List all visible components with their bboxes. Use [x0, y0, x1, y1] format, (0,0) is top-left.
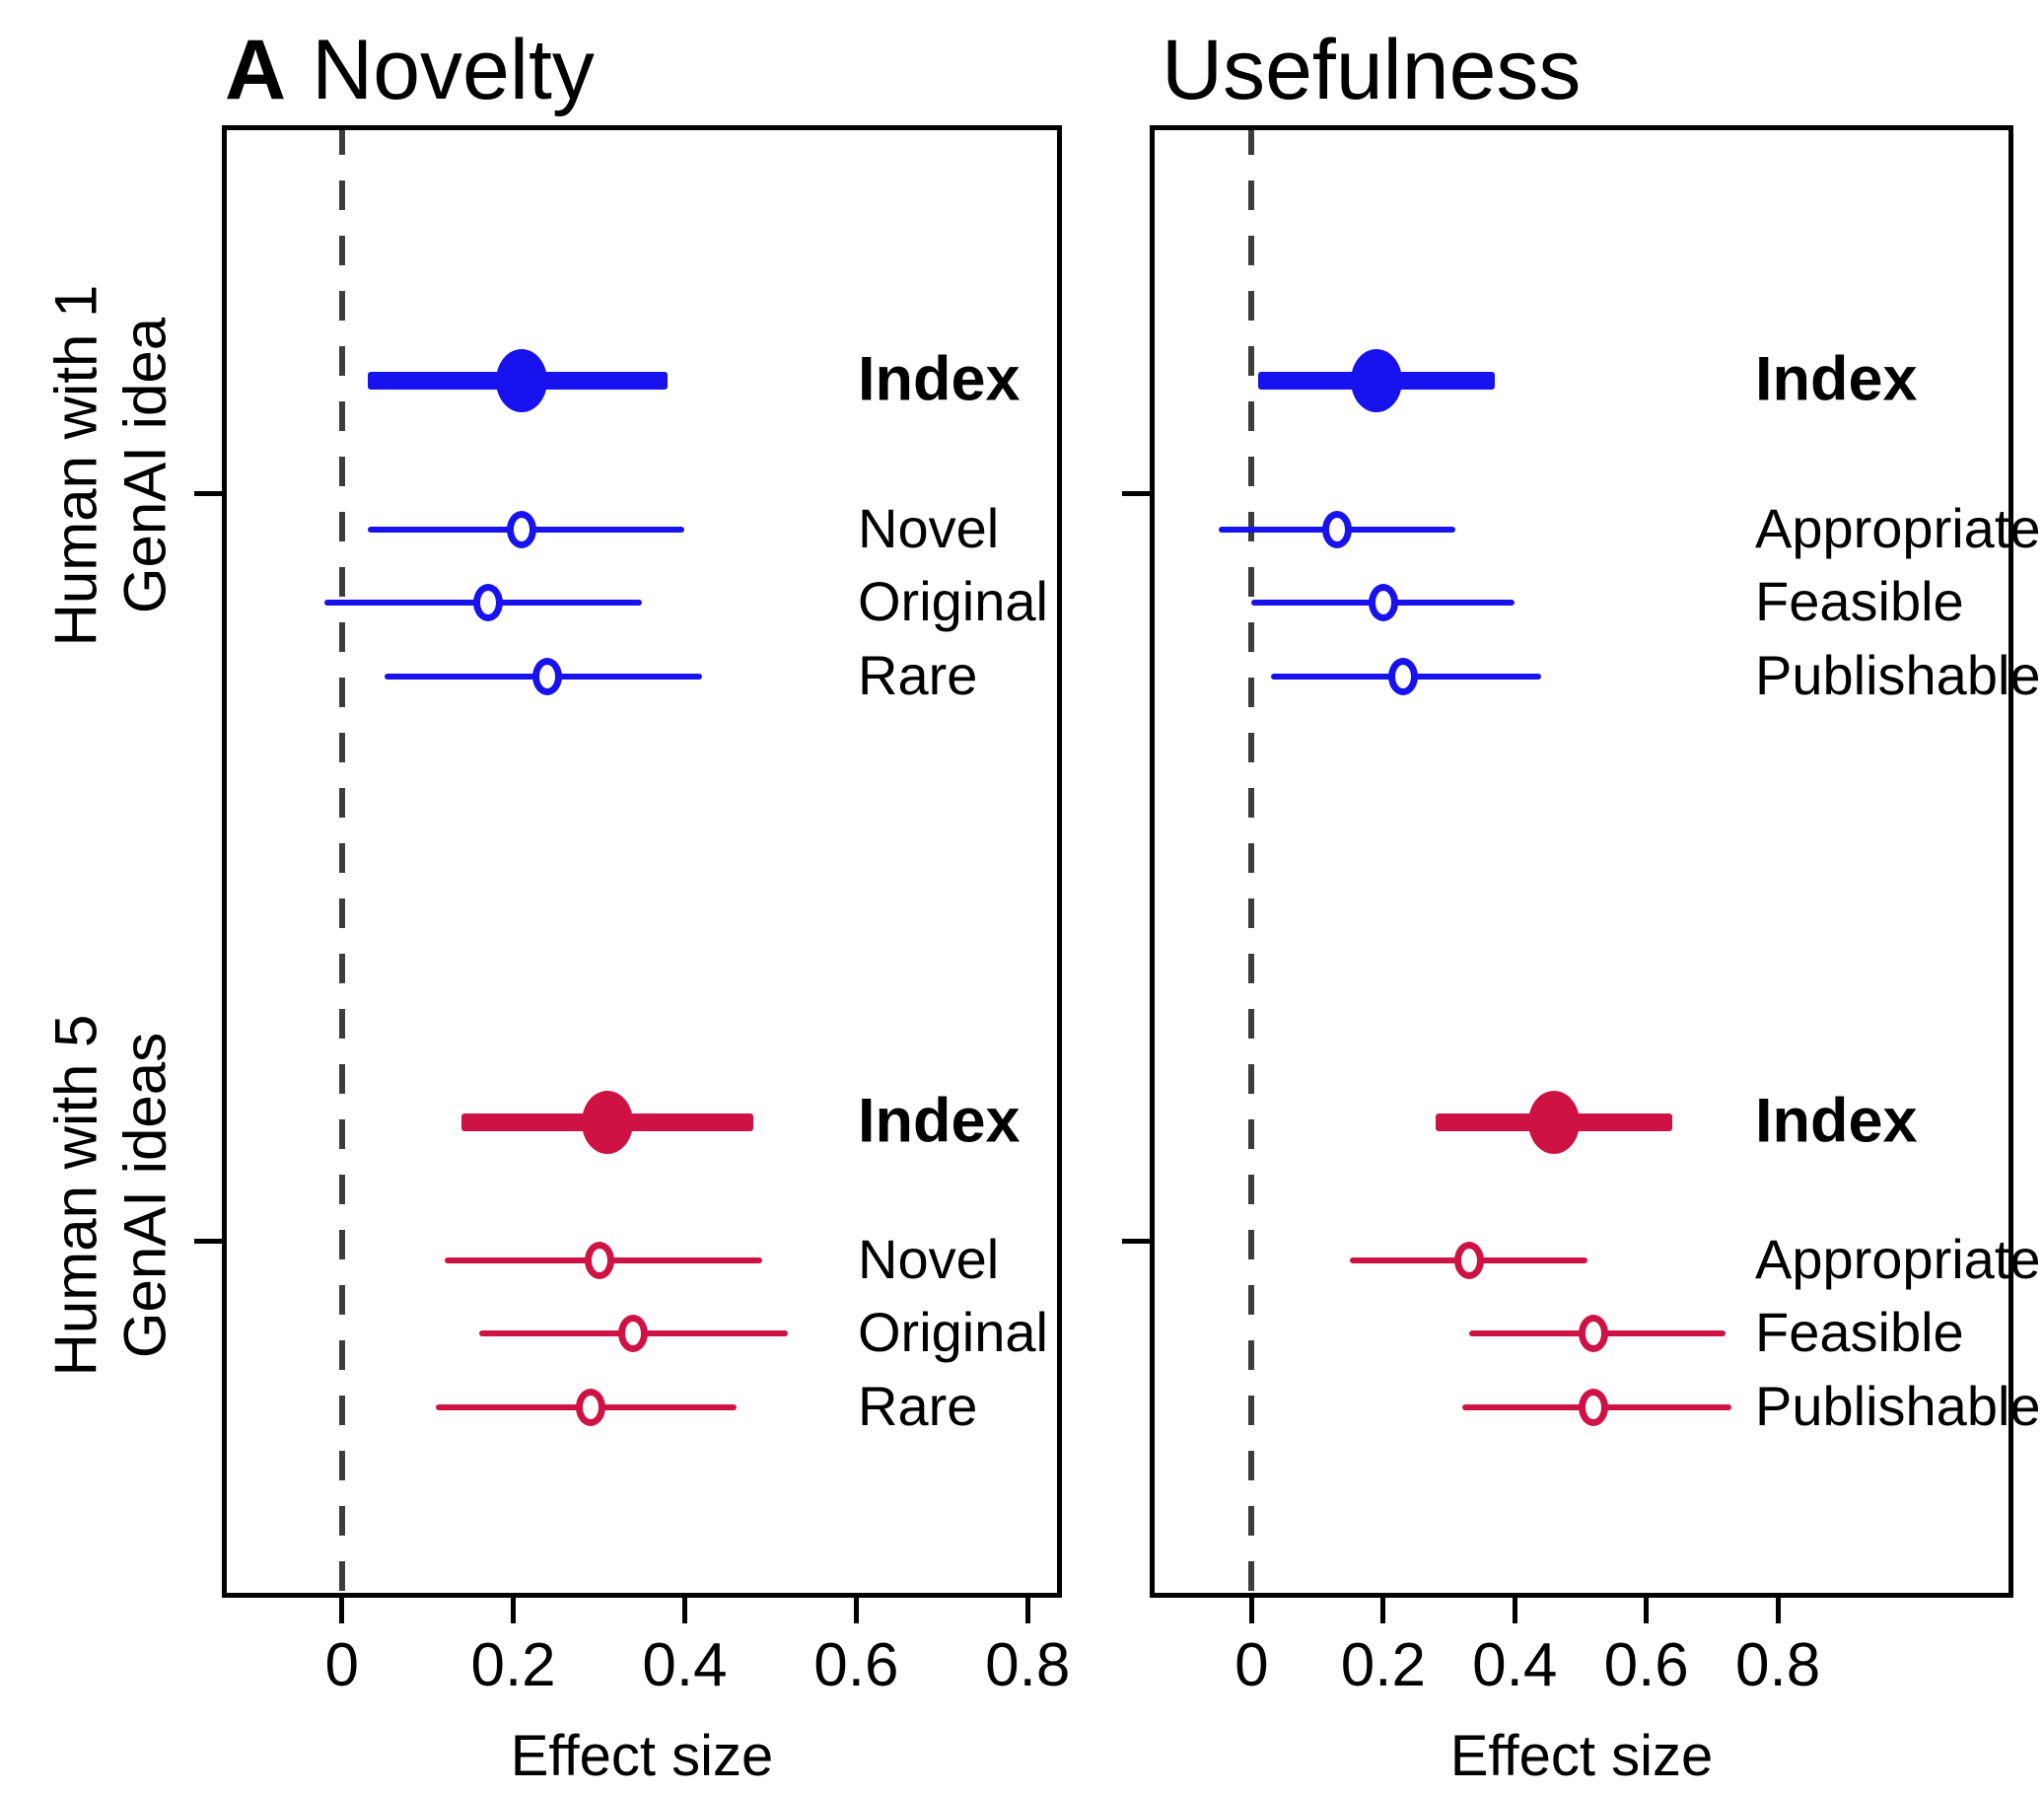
x-axis-tick	[1512, 1598, 1517, 1623]
row-label: Feasible	[1755, 570, 1964, 633]
group-axis-label-human-1: Human with 1 GenAI idea	[41, 285, 178, 647]
x-axis-tick-label: 0.8	[985, 1631, 1071, 1699]
row-label: Feasible	[1755, 1301, 1964, 1364]
estimate-marker	[618, 1315, 649, 1352]
x-axis-tick	[1380, 1598, 1386, 1623]
index-estimate-marker	[582, 1091, 634, 1155]
row-label: Publishable	[1755, 1375, 2041, 1438]
figure-label-a: A	[225, 23, 287, 117]
group-axis-label-line1: Human with 5	[42, 1014, 109, 1377]
x-axis-title: Effect size	[1449, 1724, 1714, 1788]
estimate-marker	[532, 657, 563, 695]
zero-reference-line	[1248, 125, 1255, 1598]
estimate-marker	[1387, 657, 1418, 695]
panel-title-novelty-text: Novelty	[312, 23, 595, 117]
x-axis-tick-label: 0	[1234, 1631, 1269, 1699]
estimate-marker	[1579, 1315, 1609, 1352]
row-label: Rare	[858, 1375, 978, 1438]
x-axis-tick-label: 0.4	[1472, 1631, 1558, 1699]
estimate-marker	[1368, 584, 1398, 622]
estimate-marker	[472, 584, 503, 622]
x-axis-tick	[1775, 1598, 1781, 1623]
x-axis-tick-label: 0.6	[813, 1631, 899, 1699]
x-axis-title: Effect size	[510, 1724, 774, 1788]
group-axis-label-human-5: Human with 5 GenAI ideas	[41, 1015, 178, 1377]
x-axis-tick	[1644, 1598, 1650, 1623]
x-axis-tick-label: 0.4	[642, 1631, 728, 1699]
row-label: Publishable	[1755, 644, 2041, 707]
x-axis-tick-label: 0.8	[1735, 1631, 1821, 1699]
group-axis-label-line2: GenAI ideas	[111, 1032, 177, 1359]
x-axis-tick-label: 0.2	[1340, 1631, 1426, 1699]
panel-title-novelty: A Novelty	[225, 26, 595, 114]
x-axis-tick-label: 0	[324, 1631, 359, 1699]
row-label: Appropriate	[1755, 497, 2041, 560]
index-estimate-marker	[1351, 349, 1403, 413]
panel-title-usefulness: Usefulness	[1162, 26, 1581, 114]
estimate-marker	[1453, 1241, 1484, 1279]
x-axis-tick	[853, 1598, 859, 1623]
row-label: Original	[858, 1301, 1048, 1364]
x-axis-tick-label: 0.6	[1603, 1631, 1689, 1699]
group-axis-label-line2: GenAI idea	[111, 317, 177, 614]
row-label: Rare	[858, 644, 978, 707]
x-axis-tick	[339, 1598, 345, 1623]
row-label: Novel	[858, 1228, 1000, 1291]
group-axis-label-line1: Human with 1	[42, 284, 109, 647]
x-axis-tick	[511, 1598, 517, 1623]
x-axis-tick	[1248, 1598, 1254, 1623]
x-axis-tick	[681, 1598, 687, 1623]
row-label: Index	[858, 344, 1021, 414]
row-label: Index	[1755, 344, 1918, 414]
y-axis-group-tick	[1122, 1238, 1150, 1244]
zero-reference-line	[338, 125, 345, 1598]
row-label: Original	[858, 570, 1048, 633]
panel-usefulness-plot: Index Appropriate Feasible Publishable Index…	[1122, 125, 2041, 1785]
estimate-marker	[507, 510, 537, 548]
x-axis-tick-label: 0.2	[470, 1631, 556, 1699]
y-axis-group-tick	[194, 1238, 222, 1244]
row-label: Index	[858, 1086, 1021, 1156]
estimate-marker	[575, 1388, 605, 1426]
estimate-marker	[1579, 1388, 1609, 1426]
y-axis-group-tick	[194, 491, 222, 497]
estimate-marker	[1322, 510, 1353, 548]
panel-novelty-plot: Index Novel Original Rare Index Novel Original…	[194, 125, 1070, 1785]
row-label: Novel	[858, 497, 1000, 560]
x-axis-tick	[1024, 1598, 1030, 1623]
index-estimate-marker	[496, 349, 548, 413]
index-estimate-marker	[1528, 1091, 1581, 1155]
row-label: Index	[1755, 1086, 1918, 1156]
panel-title-usefulness-text: Usefulness	[1162, 23, 1582, 117]
estimate-marker	[584, 1241, 614, 1279]
y-axis-group-tick	[1122, 491, 1150, 497]
row-label: Appropriate	[1755, 1228, 2041, 1291]
